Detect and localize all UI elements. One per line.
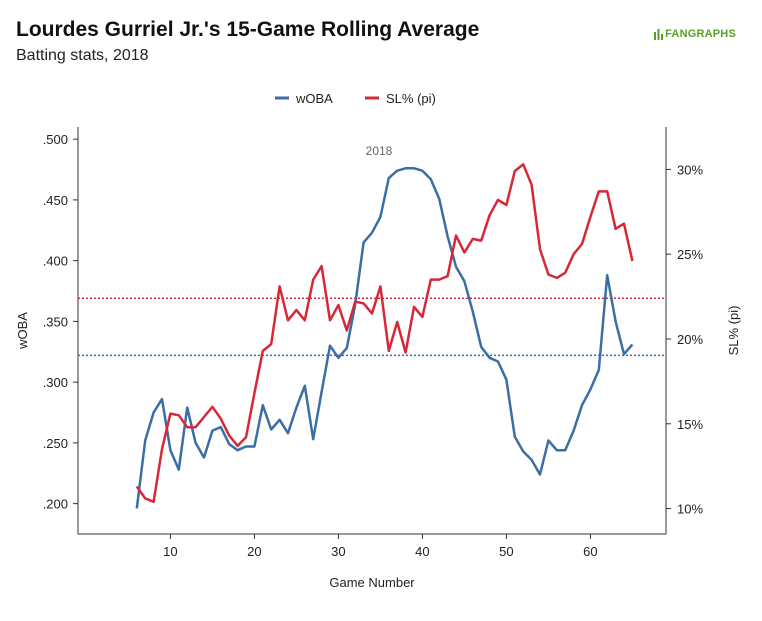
season-annotation: 2018 bbox=[366, 144, 393, 158]
series-line-woba bbox=[135, 167, 634, 509]
x-tick-label: 20 bbox=[247, 544, 261, 559]
y2-axis-title: SL% (pi) bbox=[726, 306, 741, 356]
y2-tick-label: 30% bbox=[677, 162, 703, 177]
logo-text: FANGRAPHS bbox=[665, 28, 736, 40]
x-axis-title: Game Number bbox=[329, 575, 415, 590]
y-tick-label: .350 bbox=[43, 314, 68, 329]
chart-subtitle: Batting stats, 2018 bbox=[16, 47, 149, 64]
y-tick-label: .300 bbox=[43, 375, 68, 390]
y-tick-label: .200 bbox=[43, 497, 68, 512]
x-tick-label: 10 bbox=[163, 544, 177, 559]
x-tick-label: 60 bbox=[583, 544, 597, 559]
axes: 10 20 30 40 50 60 .200 .250 .300 .350 .400 .450 .500… bbox=[43, 127, 703, 559]
y-axis-title: wOBA bbox=[15, 312, 30, 350]
y2-tick-label: 10% bbox=[677, 502, 703, 517]
y2-tick-label: 20% bbox=[677, 332, 703, 347]
legend-label-woba: wOBA bbox=[295, 91, 333, 106]
y-tick-label: .500 bbox=[43, 132, 68, 147]
y2-tick-label: 15% bbox=[677, 417, 703, 432]
x-tick-label: 30 bbox=[331, 544, 345, 559]
y-tick-label: .250 bbox=[43, 436, 68, 451]
x-tick-label: 50 bbox=[499, 544, 513, 559]
series-lines bbox=[135, 163, 634, 509]
y-tick-label: .450 bbox=[43, 193, 68, 208]
legend-label-sl: SL% (pi) bbox=[386, 91, 436, 106]
series-line-sl bbox=[135, 163, 634, 504]
logo-mark-icon bbox=[654, 28, 664, 40]
y-tick-label: .400 bbox=[43, 254, 68, 269]
fangraphs-logo[interactable]: FANGRAPHS bbox=[654, 28, 736, 40]
y2-tick-label: 25% bbox=[677, 247, 703, 262]
legend[interactable]: wOBA SL% (pi) bbox=[275, 91, 436, 106]
chart-title: Lourdes Gurriel Jr.'s 15-Game Rolling Av… bbox=[16, 18, 480, 41]
x-tick-label: 40 bbox=[415, 544, 429, 559]
reference-lines bbox=[78, 297, 666, 357]
